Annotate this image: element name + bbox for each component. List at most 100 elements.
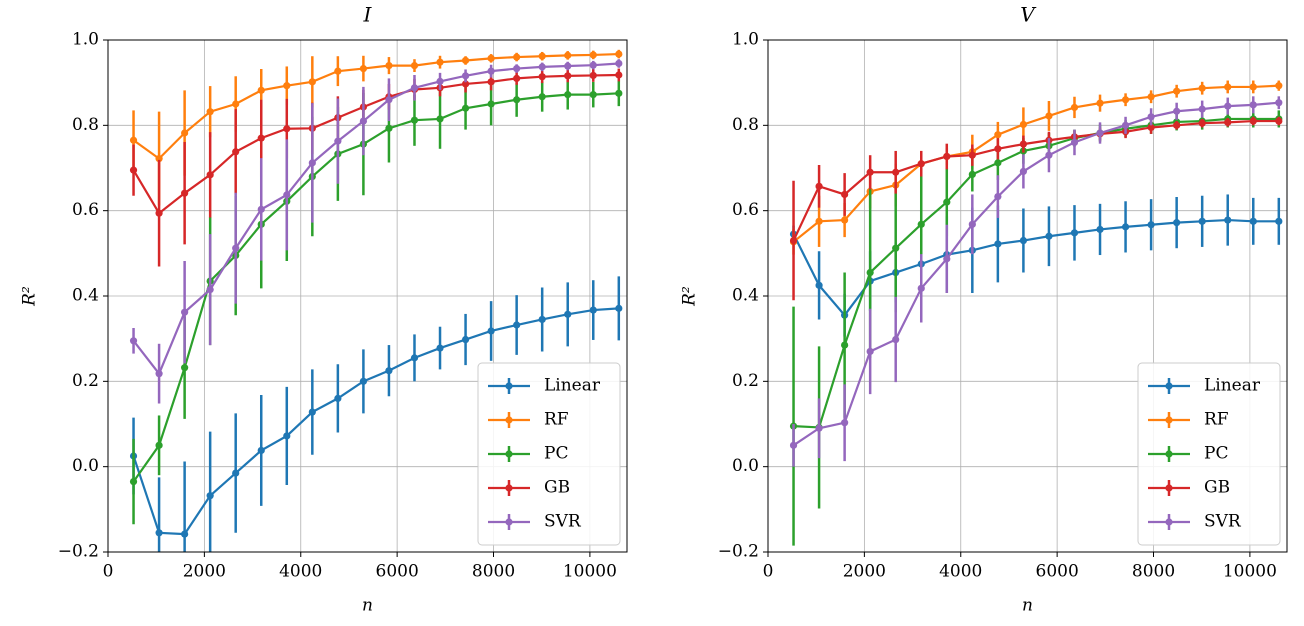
point	[1275, 99, 1283, 107]
point	[1019, 120, 1028, 129]
point	[257, 205, 265, 213]
y-tick-label: 0.6	[72, 200, 99, 220]
point	[968, 170, 976, 178]
point	[789, 441, 798, 449]
legend-label: RF	[1204, 410, 1229, 430]
point	[1070, 103, 1079, 112]
point	[129, 337, 138, 345]
point	[1019, 140, 1028, 148]
point	[615, 89, 623, 97]
y-tick-label: 0.8	[72, 115, 99, 135]
legend-label: SVR	[1204, 512, 1242, 532]
axes-frame	[767, 39, 1288, 553]
point	[1147, 93, 1155, 101]
point	[841, 341, 849, 349]
legend-swatch	[505, 382, 513, 390]
point	[892, 335, 900, 344]
point	[436, 77, 444, 85]
y-axis-label: R²	[20, 286, 40, 307]
x-tick-label: 0	[763, 562, 774, 582]
point	[968, 151, 976, 159]
point	[564, 310, 572, 318]
point	[436, 115, 444, 123]
point	[257, 134, 265, 142]
point	[994, 240, 1002, 248]
point	[155, 370, 163, 378]
point	[1070, 229, 1079, 237]
legend: Linear RF PC GB SVR	[1137, 362, 1281, 546]
y-tick-label: 1.0	[72, 30, 99, 50]
point	[1045, 151, 1053, 159]
point	[917, 220, 925, 228]
x-axis-label: n	[1022, 596, 1033, 616]
point	[181, 364, 189, 372]
point	[129, 166, 138, 174]
point	[436, 58, 444, 66]
point	[283, 191, 291, 199]
y-tick-label: −0.2	[58, 542, 99, 562]
point	[1173, 121, 1181, 129]
point	[917, 160, 925, 168]
legend-label: Linear	[1204, 376, 1261, 396]
point	[487, 100, 495, 108]
point	[181, 129, 189, 137]
point	[538, 93, 546, 101]
x-tick-label: 4000	[279, 562, 322, 582]
point	[513, 321, 521, 329]
series-line	[792, 119, 1279, 242]
y-axis-label: R²	[680, 286, 700, 307]
point	[359, 64, 368, 73]
point	[1019, 167, 1028, 176]
point	[841, 216, 849, 224]
x-tick-label: 10000	[563, 562, 617, 582]
point	[385, 96, 393, 104]
point	[206, 492, 214, 500]
point	[385, 124, 393, 132]
point	[232, 469, 240, 477]
point	[538, 315, 546, 324]
point	[410, 84, 419, 92]
x-axis-label: n	[362, 596, 373, 616]
legend-label: PC	[1204, 444, 1228, 464]
point	[615, 50, 623, 58]
point	[181, 189, 189, 197]
point	[615, 71, 623, 79]
series-line	[792, 101, 1279, 447]
point	[257, 86, 265, 94]
point	[1249, 117, 1257, 125]
point	[1275, 217, 1283, 225]
point	[1019, 236, 1028, 245]
point	[815, 281, 823, 289]
point	[815, 217, 823, 225]
y-tick-label: 0.2	[72, 371, 99, 391]
point	[513, 96, 521, 104]
point	[436, 344, 444, 352]
point	[487, 78, 495, 86]
legend-label: GB	[1204, 478, 1230, 498]
legend: Linear RF PC GB SVR	[477, 362, 621, 546]
point	[1045, 232, 1053, 240]
x-tick-label: 8000	[472, 562, 515, 582]
point	[206, 108, 214, 116]
point	[866, 168, 874, 176]
series-line	[132, 307, 619, 536]
point	[564, 72, 572, 80]
point	[359, 377, 368, 385]
point	[1147, 221, 1155, 229]
legend-label: SVR	[544, 512, 582, 532]
point	[461, 72, 470, 80]
point	[538, 63, 546, 71]
point	[181, 530, 189, 538]
legend-label: GB	[544, 478, 570, 498]
point	[564, 51, 572, 59]
point	[257, 446, 265, 455]
point	[589, 61, 597, 69]
point	[308, 78, 316, 86]
point	[564, 91, 572, 99]
point	[334, 137, 342, 145]
point	[994, 145, 1002, 153]
legend-label: Linear	[544, 376, 601, 396]
point	[513, 53, 521, 61]
series-line	[792, 84, 1279, 243]
